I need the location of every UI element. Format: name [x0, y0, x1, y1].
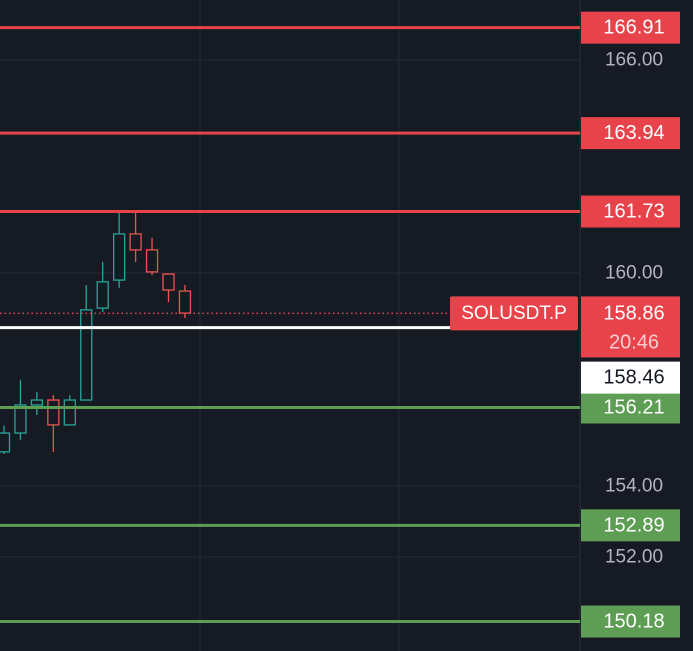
symbol-label-bg: [450, 296, 578, 331]
symbol-label: SOLUSDT.P: [461, 303, 567, 324]
level-label-bg: [581, 195, 680, 228]
candle-body: [30, 399, 44, 406]
level-label-bg: [581, 605, 680, 638]
candle-body: [63, 399, 76, 426]
level-label: 163.94: [603, 122, 664, 144]
candle-body: [0, 432, 11, 453]
countdown-label: 20:46: [609, 331, 659, 353]
level-label: 156.21: [603, 396, 664, 418]
level-label: 161.73: [603, 201, 664, 223]
level-label: 152.89: [603, 514, 664, 536]
candle-body: [47, 399, 60, 426]
candle-body: [80, 309, 93, 401]
candle-body: [162, 273, 175, 291]
candle-body: [129, 233, 142, 251]
y-tick-label: 160.00: [605, 262, 663, 283]
marker-label: 158.46: [603, 367, 664, 389]
level-label-bg: [581, 391, 680, 424]
last-price-label: 158.86: [603, 302, 664, 324]
level-label: 150.18: [603, 611, 664, 633]
candle-body: [14, 404, 27, 434]
level-label-bg: [581, 117, 680, 150]
y-tick-label: 166.00: [605, 49, 663, 70]
candle-body: [178, 290, 192, 314]
candle-body: [113, 233, 126, 281]
level-label-bg: [581, 11, 680, 44]
y-tick-label: 154.00: [605, 475, 663, 496]
last-price-label-bg: [581, 296, 680, 358]
candle-body: [96, 281, 109, 309]
y-tick-label: 152.00: [605, 546, 663, 567]
level-label-bg: [581, 509, 680, 542]
level-label: 166.91: [603, 17, 664, 39]
marker-label-bg: [581, 361, 680, 394]
candle-body: [145, 249, 159, 273]
